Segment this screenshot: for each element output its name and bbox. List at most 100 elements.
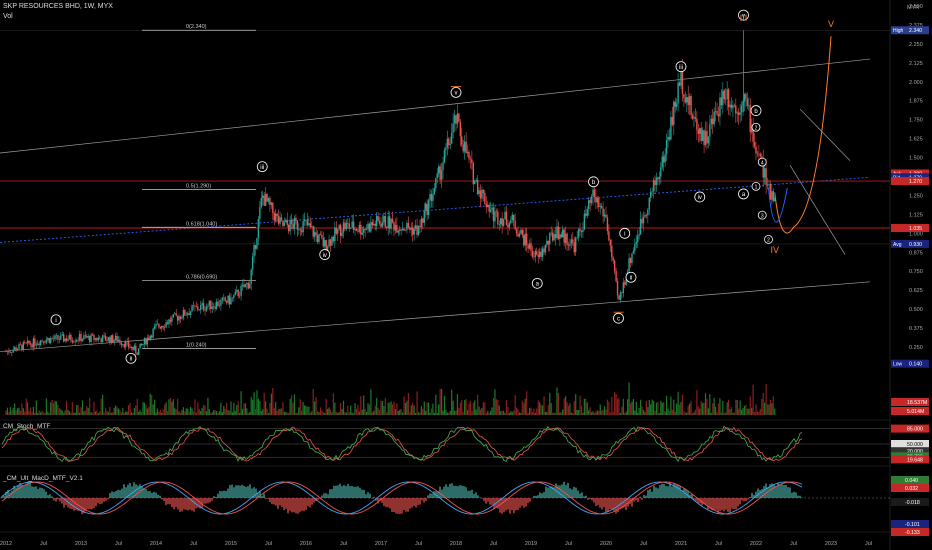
volume-bar bbox=[733, 412, 735, 415]
candle-body bbox=[637, 235, 639, 242]
candle-body bbox=[420, 218, 423, 228]
volume-bar bbox=[259, 401, 261, 415]
volume-bar bbox=[387, 402, 389, 415]
wave-label-circle bbox=[319, 249, 331, 260]
volume-bar bbox=[758, 412, 760, 415]
volume-bar bbox=[417, 412, 420, 415]
candle-body bbox=[113, 340, 115, 343]
candle-body bbox=[761, 156, 763, 158]
price-tick-label: 2.375 bbox=[909, 23, 923, 29]
volume-bar bbox=[12, 407, 14, 415]
volume-bar bbox=[742, 408, 744, 415]
candle-body bbox=[264, 193, 267, 206]
macd-badge bbox=[891, 484, 929, 492]
candle-body bbox=[42, 341, 45, 343]
macd-histogram-bar bbox=[539, 492, 541, 498]
macd-histogram-bar bbox=[109, 493, 111, 498]
volume-bar bbox=[751, 407, 753, 415]
macd-histogram-bar bbox=[595, 498, 597, 506]
candle-body bbox=[697, 129, 700, 134]
volume-bar bbox=[456, 394, 459, 415]
macd-histogram-bar bbox=[619, 498, 621, 510]
volume-bar bbox=[87, 407, 89, 415]
candle-body bbox=[745, 93, 747, 99]
volume-bar bbox=[61, 410, 63, 415]
macd-histogram-bar bbox=[307, 498, 309, 507]
candle-body bbox=[570, 239, 573, 244]
volume-bar bbox=[709, 394, 711, 415]
macd-histogram-bar bbox=[461, 485, 463, 498]
volume-bar bbox=[302, 401, 304, 415]
candle-body bbox=[338, 225, 340, 230]
candle-body bbox=[208, 300, 211, 306]
candle-body bbox=[701, 130, 704, 141]
candle-body bbox=[78, 334, 81, 341]
volume-bar bbox=[8, 412, 10, 415]
volume-bar bbox=[743, 405, 746, 415]
volume-bar bbox=[218, 411, 221, 415]
candle-body bbox=[755, 146, 757, 154]
volume-bar bbox=[678, 404, 681, 415]
candle-body bbox=[316, 235, 319, 242]
macd-histogram-bar bbox=[285, 498, 287, 509]
macd-histogram-bar bbox=[605, 498, 607, 513]
candle-body bbox=[510, 220, 512, 224]
candle-body bbox=[351, 221, 353, 228]
candle-body bbox=[543, 248, 545, 253]
volume-bar bbox=[465, 399, 467, 415]
volume-bar bbox=[644, 411, 646, 415]
volume-bar bbox=[367, 403, 369, 415]
macd-histogram-bar bbox=[639, 496, 641, 498]
macd-histogram-bar bbox=[31, 486, 33, 498]
macd-histogram-bar bbox=[671, 486, 673, 498]
volume-bar bbox=[342, 400, 345, 415]
volume-bar bbox=[533, 408, 535, 415]
stoch-label: CM_Stoch_MTF bbox=[3, 423, 50, 430]
candle-body bbox=[662, 156, 665, 163]
candle-body bbox=[599, 206, 601, 207]
volume-bar bbox=[234, 410, 236, 415]
volume-bar bbox=[482, 402, 485, 415]
volume-bar bbox=[380, 400, 382, 415]
candle-body bbox=[693, 117, 695, 119]
candle-body bbox=[202, 303, 205, 311]
candle-body bbox=[218, 305, 221, 306]
candle-body bbox=[38, 343, 40, 345]
volume-bar bbox=[262, 409, 264, 415]
candle-body bbox=[759, 154, 762, 157]
volume-bar bbox=[677, 391, 679, 415]
macd-histogram-bar bbox=[153, 491, 155, 498]
candle-body bbox=[691, 114, 694, 119]
volume-bar bbox=[230, 401, 232, 415]
volume-bar bbox=[704, 393, 707, 415]
candle-body bbox=[459, 121, 462, 137]
volume-bar bbox=[177, 398, 179, 415]
candle-body bbox=[564, 233, 567, 243]
volume-bar bbox=[475, 409, 477, 415]
volume-bar bbox=[517, 409, 519, 415]
macd-histogram-bar bbox=[609, 498, 611, 510]
volume-bar bbox=[318, 412, 320, 415]
price-tick-label: 1.750 bbox=[909, 118, 923, 124]
candle-body bbox=[110, 335, 112, 343]
macd-histogram-bar bbox=[71, 498, 73, 510]
candle-body bbox=[534, 251, 537, 258]
candle-body bbox=[243, 284, 245, 288]
volume-bar bbox=[729, 409, 731, 415]
macd-histogram-bar bbox=[683, 488, 685, 498]
macd-histogram-bar bbox=[601, 498, 603, 510]
macd-histogram-bar bbox=[29, 483, 31, 498]
macd-histogram-bar bbox=[317, 498, 319, 500]
candle-body bbox=[106, 340, 108, 342]
macd-histogram-bar bbox=[691, 494, 693, 498]
macd-histogram-bar bbox=[231, 484, 233, 498]
price-tick-label: 2.250 bbox=[909, 42, 923, 48]
candle-body bbox=[354, 228, 356, 230]
volume-bar bbox=[360, 396, 362, 415]
stoch-badge bbox=[891, 447, 929, 456]
macd-histogram-bar bbox=[433, 491, 435, 498]
candle-body bbox=[658, 176, 661, 180]
volume-bar bbox=[58, 408, 60, 415]
macd-histogram-bar bbox=[465, 487, 467, 498]
